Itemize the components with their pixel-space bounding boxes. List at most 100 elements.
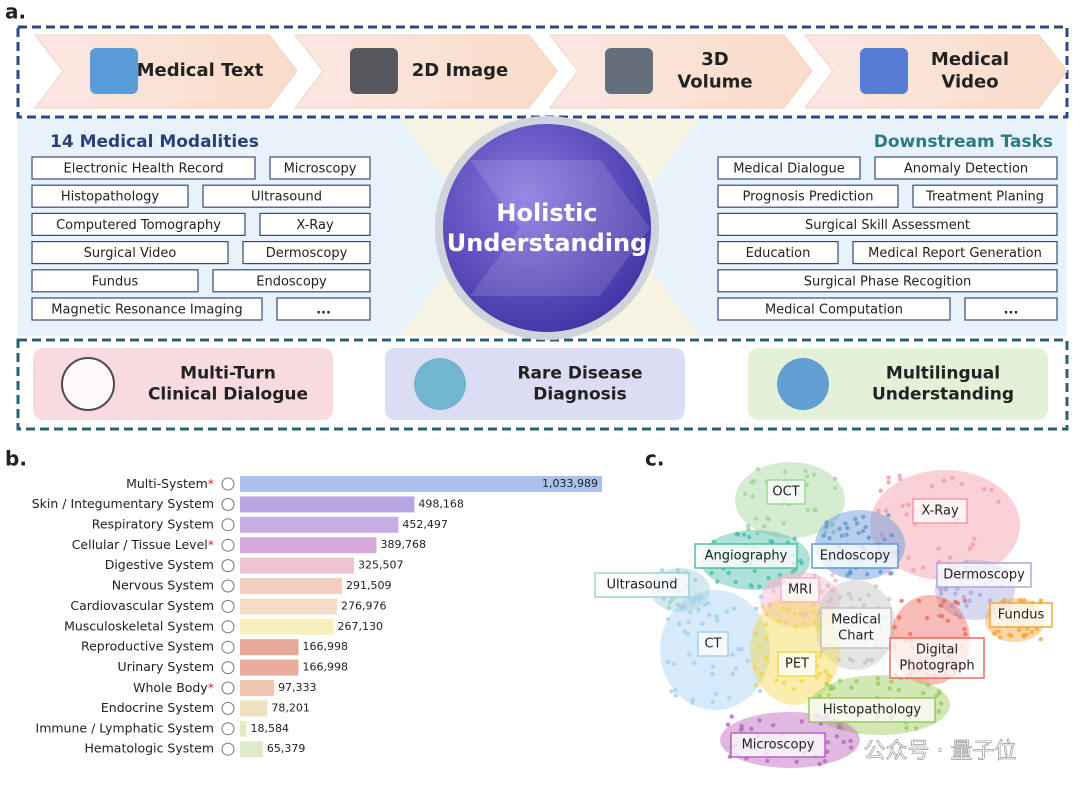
cluster-label-box (594, 572, 690, 598)
modality-box (202, 184, 371, 208)
task: Education (746, 246, 811, 261)
cluster-point (840, 726, 845, 731)
task: ... (1004, 303, 1019, 318)
cluster-point (673, 693, 678, 698)
cluster-point (830, 522, 835, 527)
cluster-point (844, 532, 849, 537)
inputs-frame (16, 25, 1069, 119)
cluster-point (730, 652, 735, 657)
category-label: Digestive System (105, 557, 214, 572)
cluster-point (686, 620, 691, 625)
cluster-point (793, 624, 799, 629)
cluster-label-box (820, 607, 892, 649)
cluster-point (846, 591, 852, 597)
cluster-label: Ultrasound (607, 578, 678, 593)
cluster-point (755, 531, 760, 536)
cluster-point (882, 537, 887, 542)
cluster-point (837, 678, 843, 684)
input-label: Medical (931, 49, 1009, 70)
cluster-point (863, 524, 868, 530)
capability-label: Multi-Turn (180, 363, 276, 383)
cluster-point (821, 533, 826, 538)
cluster-point (812, 573, 817, 578)
cluster-point (866, 535, 872, 540)
cluster-point (861, 514, 866, 520)
category-icon (221, 579, 235, 593)
cluster-blob (870, 470, 1020, 580)
cluster-point (898, 477, 903, 482)
task: Medical Computation (765, 303, 903, 318)
cluster-point (792, 611, 798, 616)
cluster-point (766, 580, 772, 586)
category-label: Cardiovascular System (70, 598, 214, 613)
cluster-point (848, 745, 854, 750)
cluster-point (856, 530, 861, 536)
task-box (717, 269, 1058, 293)
cluster-point (837, 526, 842, 532)
cluster-point (887, 686, 892, 691)
cluster-point (774, 678, 779, 683)
bar (240, 537, 377, 554)
cluster-point (961, 594, 967, 600)
bar (240, 496, 415, 513)
cluster-point (947, 555, 953, 560)
cluster-point (765, 758, 770, 764)
cluster-point (691, 660, 697, 666)
input-label: Medical Text (137, 60, 264, 81)
cluster-point (876, 508, 881, 514)
cluster-point (714, 691, 719, 696)
cluster-point (904, 512, 909, 517)
cluster-point (690, 598, 696, 604)
cluster-point (845, 572, 850, 578)
cluster-point (850, 658, 856, 664)
cluster-label-box (694, 543, 798, 569)
cluster-point (1021, 598, 1027, 603)
category-icon (221, 722, 235, 736)
input-label: Video (941, 71, 998, 92)
cluster-point (1021, 632, 1026, 638)
modality: Ultrasound (251, 190, 322, 205)
modality: Electronic Health Record (64, 162, 224, 177)
cluster-point (817, 671, 823, 676)
value-label: 78,201 (271, 701, 310, 714)
cluster-point (692, 578, 698, 583)
cluster-point (757, 688, 763, 694)
cluster-point (929, 484, 935, 489)
cluster-label: Digital (916, 642, 958, 657)
cluster-label-box (889, 637, 985, 679)
cluster-point (878, 488, 883, 493)
cluster-label: MRI (788, 583, 812, 598)
cluster-point (670, 597, 675, 602)
cluster-point (803, 621, 808, 627)
cluster-point (853, 516, 858, 522)
cluster-point (709, 570, 714, 576)
modality: Computered Tomography (56, 218, 221, 233)
value-label: 166,998 (302, 661, 348, 674)
cluster-label: Microscopy (742, 738, 815, 753)
cluster-point (811, 472, 817, 478)
cluster-point (897, 473, 902, 478)
cluster-point (666, 605, 672, 610)
cluster-point (710, 699, 716, 704)
cluster-label-box (730, 732, 826, 758)
cluster-point (669, 689, 674, 694)
value-label: 65,379 (267, 742, 306, 755)
cluster-point (758, 594, 764, 600)
category-icon (221, 701, 235, 715)
cluster-point (953, 591, 958, 596)
task: Medical Dialogue (733, 162, 845, 177)
cluster-point (939, 603, 944, 608)
category-icon (221, 681, 235, 695)
cluster-point (987, 598, 993, 603)
cluster-label: Medical (831, 612, 881, 627)
cluster-point (799, 719, 804, 724)
cluster-point (825, 740, 830, 745)
cluster-point (675, 568, 680, 573)
category-icon (221, 538, 235, 552)
cluster-point (696, 597, 702, 603)
cluster-point (817, 653, 823, 659)
cluster-label-box (811, 543, 899, 569)
modality-box (31, 156, 256, 180)
panel-label: a. (5, 0, 26, 24)
